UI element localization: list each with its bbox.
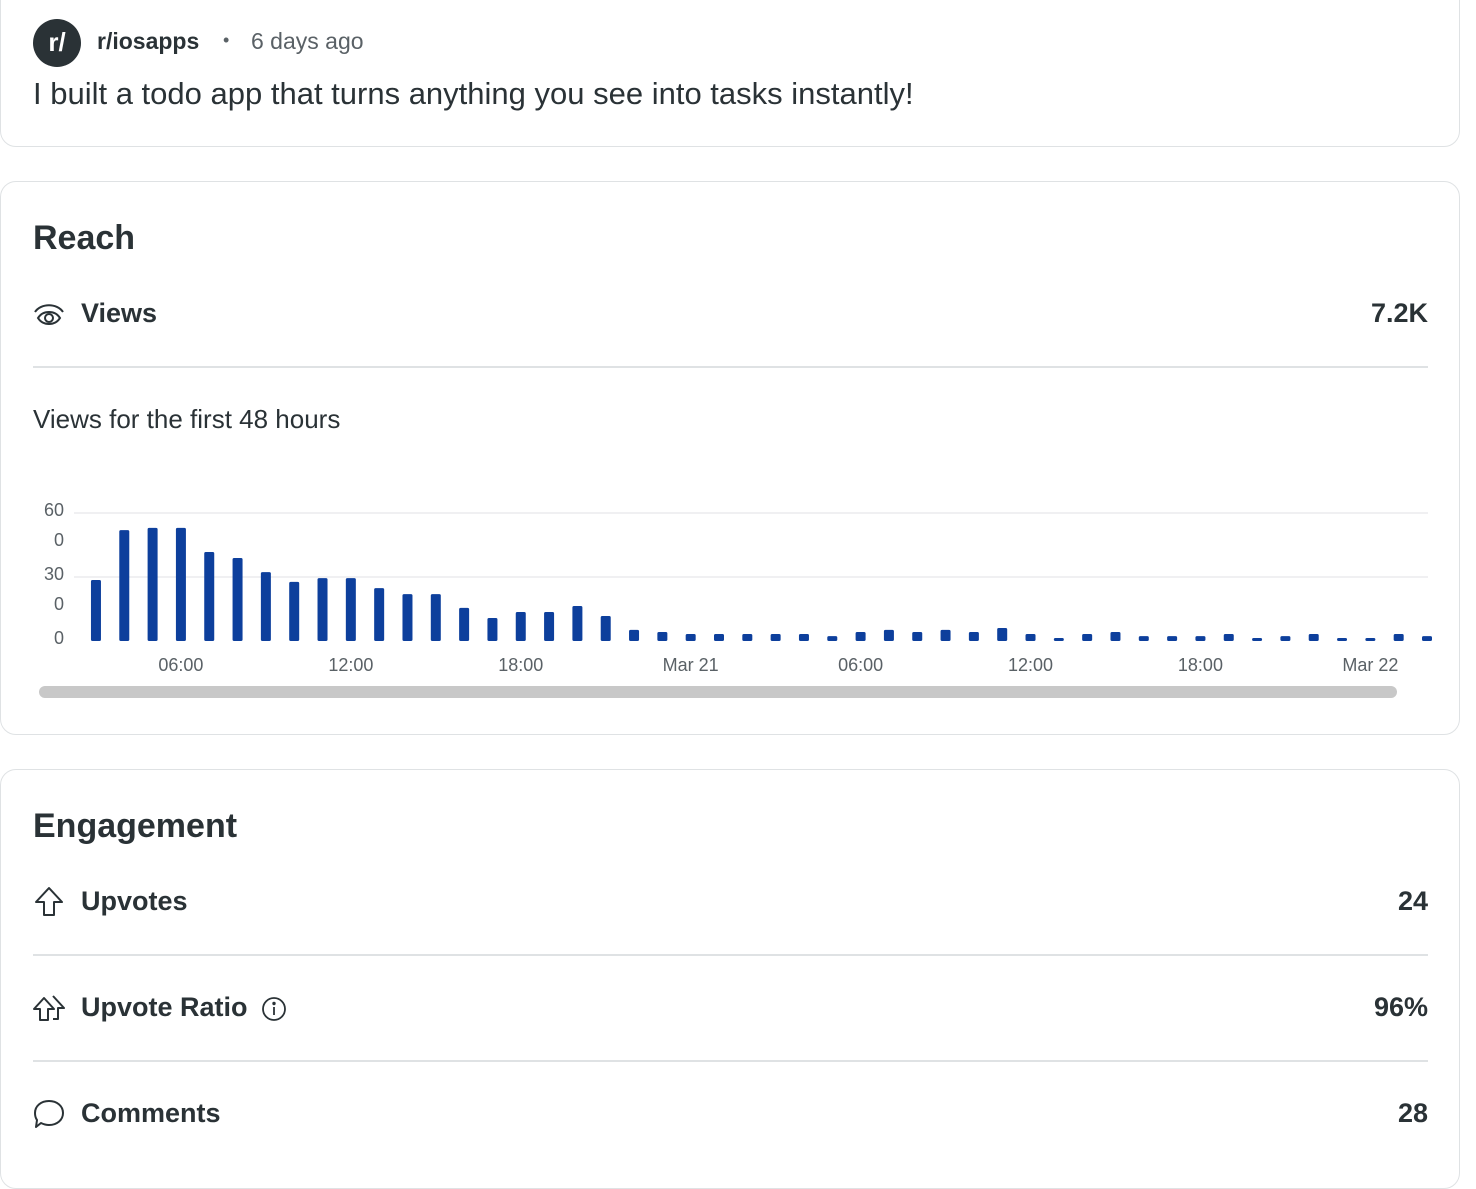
bar bbox=[572, 606, 583, 641]
x-tick-label: 06:00 bbox=[838, 655, 883, 675]
bar bbox=[1393, 633, 1404, 641]
bar bbox=[119, 530, 130, 641]
row-label: Upvote Ratio bbox=[81, 992, 248, 1022]
bar bbox=[1223, 633, 1234, 641]
bar bbox=[883, 629, 894, 641]
bar bbox=[204, 552, 215, 641]
bar bbox=[770, 633, 781, 641]
bar bbox=[1025, 633, 1036, 641]
views-value: 7.2K bbox=[1370, 298, 1428, 328]
bar bbox=[1195, 636, 1206, 641]
bar bbox=[515, 611, 526, 641]
bar bbox=[1422, 636, 1432, 641]
bar bbox=[1138, 636, 1149, 641]
bar bbox=[1110, 632, 1121, 641]
y-tick-label: 600 bbox=[43, 500, 64, 550]
divider bbox=[33, 366, 1428, 368]
chart-title: Views for the first 48 hours bbox=[33, 404, 341, 434]
bar bbox=[1252, 638, 1263, 641]
upvote-ratio-icon bbox=[33, 995, 65, 1021]
row-label: Comments bbox=[81, 1098, 221, 1128]
bar bbox=[1053, 638, 1064, 641]
bar bbox=[1308, 633, 1319, 641]
x-tick-label: 18:00 bbox=[1178, 655, 1223, 675]
bar bbox=[147, 527, 158, 641]
row-value: 24 bbox=[1397, 886, 1428, 916]
comment-icon bbox=[34, 1100, 64, 1128]
bar bbox=[997, 627, 1008, 641]
post-card[interactable] bbox=[0, 0, 1460, 147]
reach-card bbox=[0, 181, 1460, 735]
bar bbox=[345, 578, 356, 641]
row-value: 28 bbox=[1397, 1098, 1428, 1128]
info-icon[interactable] bbox=[261, 996, 287, 1022]
bar bbox=[544, 611, 555, 641]
bar bbox=[827, 636, 838, 641]
bar bbox=[1280, 636, 1291, 641]
divider bbox=[33, 1060, 1428, 1062]
chart: 06:00 12:00 18:00 Mar 21 06:00 12:00 18:00 Mar … bbox=[74, 512, 1432, 675]
bar bbox=[1365, 638, 1376, 641]
post-title[interactable]: I built a todo app that turns anything y… bbox=[33, 76, 914, 111]
x-tick-label: 12:00 bbox=[1008, 655, 1053, 675]
section-heading: Engagement bbox=[33, 807, 238, 845]
row-value: 96% bbox=[1373, 992, 1428, 1022]
bar bbox=[1337, 638, 1348, 641]
bar bbox=[968, 632, 979, 641]
bar bbox=[374, 588, 385, 641]
bar bbox=[855, 632, 866, 641]
engagement-card bbox=[0, 769, 1460, 1189]
section-heading: Reach bbox=[33, 219, 136, 257]
y-tick-label: 300 bbox=[43, 564, 64, 614]
bar bbox=[175, 527, 186, 641]
scrollbar[interactable] bbox=[39, 686, 1397, 698]
y-tick-label: 0 bbox=[53, 628, 64, 648]
bar bbox=[742, 633, 753, 641]
x-tick-label: 12:00 bbox=[328, 655, 373, 675]
x-tick-label: 06:00 bbox=[158, 655, 203, 675]
bar bbox=[685, 633, 696, 641]
bar bbox=[1167, 636, 1178, 641]
row-label: Upvotes bbox=[81, 886, 188, 916]
bar bbox=[459, 607, 470, 641]
post-age: 6 days ago bbox=[251, 28, 364, 54]
bar bbox=[657, 632, 668, 641]
upvote-icon bbox=[35, 887, 63, 916]
bar bbox=[289, 581, 300, 641]
separator: • bbox=[223, 30, 230, 50]
bar bbox=[232, 558, 243, 641]
bar bbox=[430, 594, 441, 641]
bar bbox=[600, 616, 611, 641]
bar bbox=[1082, 633, 1093, 641]
divider bbox=[33, 954, 1428, 956]
bar bbox=[90, 579, 101, 641]
subreddit[interactable]: r/iosapps bbox=[97, 28, 200, 54]
x-tick-label: 18:00 bbox=[498, 655, 543, 675]
avatar-text: r/ bbox=[48, 27, 65, 57]
bar bbox=[714, 633, 724, 641]
bar bbox=[260, 572, 271, 641]
x-tick-label: Mar 22 bbox=[1342, 655, 1398, 675]
bar bbox=[317, 578, 328, 641]
bar bbox=[798, 633, 809, 641]
views-label: Views bbox=[81, 298, 158, 328]
bar bbox=[912, 632, 923, 641]
bar bbox=[487, 617, 498, 641]
eye-icon bbox=[34, 304, 64, 325]
bar bbox=[940, 629, 951, 641]
avatar: r/ bbox=[33, 19, 81, 67]
x-tick-label: Mar 21 bbox=[663, 655, 719, 675]
bar bbox=[629, 629, 640, 641]
bar bbox=[402, 594, 413, 641]
